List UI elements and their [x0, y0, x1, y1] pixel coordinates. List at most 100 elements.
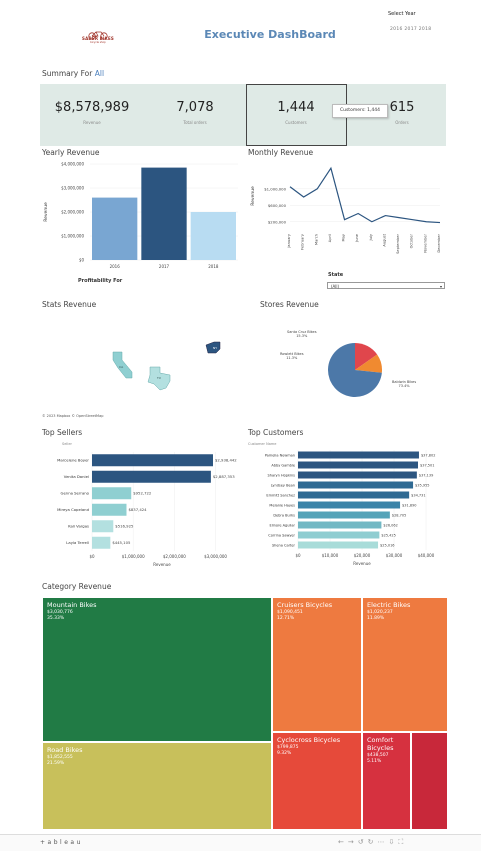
- tile-cruisers-bicycles[interactable]: Cruisers Bicycles $1,090,451 12.71%: [272, 597, 362, 732]
- stats-revenue-title: Stats Revenue: [42, 300, 96, 309]
- bar: [298, 502, 400, 509]
- bar: [92, 198, 137, 260]
- x-tick-label: March: [314, 234, 318, 245]
- tile-name: Cruisers Bicycles: [277, 601, 357, 609]
- y-axis-label: Revenue: [250, 186, 256, 206]
- summary-title-all[interactable]: All: [95, 69, 104, 78]
- data-label: $952,722: [133, 491, 152, 496]
- y-tick-label: $0: [79, 258, 85, 263]
- category-label: Mireya Copeland: [57, 507, 89, 512]
- footer-toolbar: ←→↺↻⋯⇩⛶: [338, 838, 407, 847]
- tile-mountain-bikes[interactable]: Mountain Bikes $3,030,776 35.33%: [42, 597, 272, 742]
- revert-icon[interactable]: ↺: [358, 838, 368, 846]
- tableau-logo: + a b l e a u: [40, 839, 81, 846]
- category-label: Abby Gamble: [271, 463, 295, 467]
- top-customers-title: Top Customers: [248, 428, 303, 437]
- kpi-label: Customers: [246, 120, 346, 125]
- data-label: $37,139: [419, 473, 433, 477]
- tile-electric-bikes[interactable]: Electric Bikes $1,020,237 11.89%: [362, 597, 448, 732]
- pie-label-value: 15.3%: [287, 334, 317, 338]
- kpi-revenue[interactable]: $8,578,989 Revenue: [42, 84, 142, 146]
- tile-cyclocross-bicycles[interactable]: Cyclocross Bicycles $799,875 9.32%: [272, 732, 362, 830]
- kpi-customers[interactable]: 1,444 Customers: [246, 84, 346, 146]
- monthly-revenue-chart: $200,000 $600,000 $1,000,000 Revenue January…: [246, 158, 446, 264]
- tile-value: $1,852,555: [47, 755, 267, 760]
- pie-label-baldwin: Baldwin Bikes 73.4%: [392, 380, 416, 388]
- data-label: $35,955: [415, 483, 429, 487]
- y-tick-label: $200,000: [268, 219, 287, 224]
- bar: [92, 454, 213, 466]
- category-label: Layla Terrell: [66, 540, 89, 545]
- state-dropdown-value: (All): [331, 284, 339, 289]
- summary-title: Summary For All: [42, 69, 104, 78]
- tile-children-bicycles[interactable]: [411, 732, 448, 830]
- kpi-value: 7,078: [145, 100, 245, 115]
- chevron-down-icon: ▾: [440, 283, 442, 290]
- category-label: Shena Carter: [272, 543, 296, 547]
- bar: [298, 492, 409, 499]
- redo-icon[interactable]: →: [348, 838, 358, 846]
- x-axis-label: Revenue: [153, 562, 171, 567]
- monthly-revenue-title: Monthly Revenue: [248, 148, 313, 157]
- x-tick-label: December: [437, 233, 441, 252]
- y-tick-label: $1,000,000: [264, 186, 286, 191]
- tile-road-bikes[interactable]: Road Bikes $1,852,555 21.59%: [42, 742, 272, 830]
- kpi-total-orders[interactable]: 7,078 Total orders: [145, 84, 245, 146]
- data-label: $31,890: [402, 503, 416, 507]
- states-map[interactable]: CA TX NY: [40, 312, 255, 412]
- category-label: Melanie Hayes: [269, 503, 295, 507]
- refresh-icon[interactable]: ↻: [368, 838, 378, 846]
- bar: [298, 542, 378, 549]
- tile-comfort-bicycles[interactable]: Comfort Bicycles $438,507 5.11%: [362, 732, 411, 830]
- share-icon[interactable]: ⋯: [378, 838, 389, 846]
- data-label: $837,424: [128, 507, 147, 512]
- x-axis-label: Revenue: [353, 561, 371, 566]
- category-label: Pamelia Newman: [265, 453, 295, 457]
- tile-pct: 21.59%: [47, 761, 267, 766]
- tile-pct: 5.11%: [367, 759, 406, 764]
- category-label: Lyndsey Bean: [271, 483, 295, 487]
- x-tick-label: July: [369, 233, 373, 241]
- x-tick-label: $3,000,000: [204, 554, 227, 559]
- yearly-revenue-title: Yearly Revenue: [42, 148, 99, 157]
- bar: [298, 522, 381, 529]
- x-tick-label: April: [328, 234, 332, 242]
- download-icon[interactable]: ⇩: [389, 838, 399, 846]
- tile-name: Cyclocross Bicycles: [277, 736, 357, 744]
- top-customers-chart: $0 $10,000 $20,000 $30,000 $40,000RevenuePam…: [246, 448, 446, 573]
- tile-pct: 12.71%: [277, 616, 357, 621]
- series-line: [290, 168, 440, 222]
- category-label: Debra Burks: [273, 513, 295, 517]
- data-label: $2,938,442: [215, 458, 237, 463]
- bar: [298, 532, 379, 539]
- year-filter[interactable]: 2016 2017 2018: [390, 27, 431, 32]
- kpi-value: $8,578,989: [42, 100, 142, 115]
- summary-title-text: Summary For: [42, 69, 95, 78]
- category-treemap: Mountain Bikes $3,030,776 35.33% Road Bi…: [42, 597, 448, 830]
- bar: [92, 537, 110, 549]
- logo-subtext: bicycle shop: [78, 41, 118, 44]
- bar: [92, 504, 126, 516]
- category-label: Marcelene Boyer: [57, 458, 89, 463]
- x-tick-label: $0: [295, 553, 301, 558]
- state-ny-label: NY: [213, 346, 217, 350]
- undo-icon[interactable]: ←: [338, 838, 348, 846]
- tile-value: $799,875: [277, 745, 357, 750]
- y-tick-label: $600,000: [268, 203, 287, 208]
- stores-pie-chart[interactable]: [325, 340, 385, 400]
- bar: [298, 512, 390, 519]
- top-sellers-chart: $0 $1,000,000 $2,000,000 $3,000,000RevenueM…: [40, 448, 240, 573]
- fullscreen-icon[interactable]: ⛶: [398, 838, 407, 846]
- tile-pct: 35.33%: [47, 616, 267, 621]
- x-tick-label: 2016: [110, 264, 121, 269]
- x-tick-label: $30,000: [386, 553, 403, 558]
- pie-label-santa-cruz: Santa Cruz Bikes 15.3%: [287, 330, 317, 338]
- select-year-label: Select Year: [388, 11, 416, 17]
- category-label: Genna Serrano: [61, 491, 90, 496]
- data-label: $37,501: [420, 463, 434, 467]
- state-dropdown[interactable]: (All) ▾: [327, 282, 445, 289]
- category-label: Kali Vargas: [68, 524, 89, 529]
- category-revenue-title: Category Revenue: [42, 582, 111, 591]
- data-label: $34,731: [411, 493, 425, 497]
- x-tick-label: $40,000: [418, 553, 435, 558]
